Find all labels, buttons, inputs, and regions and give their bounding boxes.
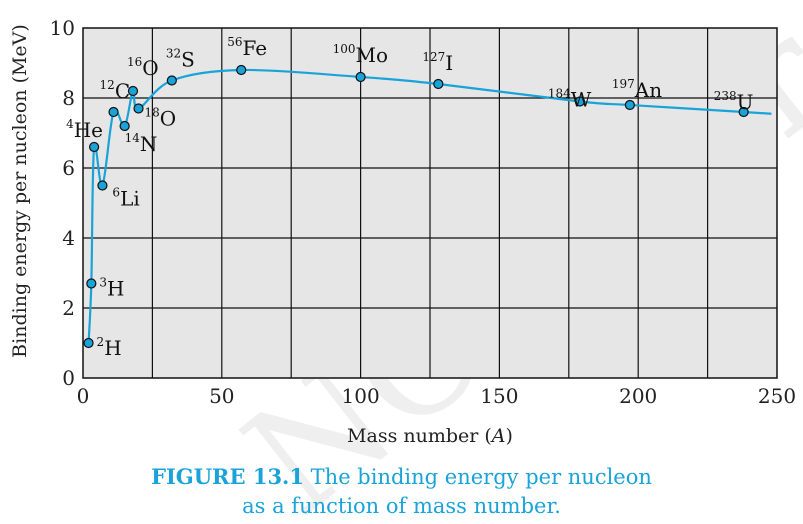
point-label-100mo: 100Mo bbox=[333, 42, 388, 67]
mass-superscript: 100 bbox=[333, 42, 356, 56]
y-tick-label: 10 bbox=[50, 16, 75, 40]
data-point-56fe bbox=[236, 64, 247, 76]
element-symbol: Li bbox=[120, 187, 140, 211]
data-point-238u bbox=[738, 106, 749, 118]
element-symbol: H bbox=[104, 336, 121, 360]
data-point-18o bbox=[133, 103, 144, 114]
data-point-6li bbox=[97, 180, 108, 191]
x-axis-title-suffix: ) bbox=[506, 425, 513, 447]
data-point-100mo bbox=[355, 71, 366, 83]
plot-frame bbox=[82, 27, 778, 379]
element-symbol: C bbox=[115, 79, 130, 103]
x-tick-label: 250 bbox=[758, 384, 796, 408]
x-tick-label: 100 bbox=[342, 384, 380, 408]
data-point-4he bbox=[89, 141, 100, 153]
y-tick-label: 0 bbox=[62, 366, 75, 390]
mass-superscript: 3 bbox=[99, 276, 107, 290]
element-symbol: W bbox=[571, 88, 592, 112]
element-symbol: An bbox=[634, 78, 662, 102]
point-label-184w: 184W bbox=[548, 87, 592, 112]
mass-superscript: 18 bbox=[145, 106, 160, 120]
element-symbol: O bbox=[142, 56, 158, 80]
x-axis-ticks: 0 50 100 150 200 250 bbox=[77, 384, 796, 408]
data-point-184w bbox=[574, 96, 586, 107]
element-symbol: Mo bbox=[356, 43, 389, 67]
y-axis-ticks: 0 2 4 6 8 10 bbox=[50, 16, 75, 390]
y-tick-label: 2 bbox=[62, 296, 75, 320]
element-symbol: He bbox=[74, 118, 103, 142]
element-symbol: N bbox=[140, 132, 158, 156]
mass-superscript: 184 bbox=[548, 87, 571, 101]
figure-label: FIGURE 13.1 bbox=[151, 464, 304, 489]
caption-text-1: The binding energy per nucleon bbox=[310, 465, 652, 489]
element-symbol: Fe bbox=[243, 36, 268, 60]
mass-superscript: 238 bbox=[714, 89, 737, 103]
x-axis-title-variable: A bbox=[490, 425, 506, 447]
x-tick-label: 150 bbox=[480, 384, 518, 408]
element-symbol: O bbox=[160, 107, 176, 131]
element-symbol: S bbox=[181, 48, 195, 72]
mass-superscript: 6 bbox=[112, 186, 120, 200]
x-axis-title: Mass number (A) bbox=[347, 425, 513, 447]
point-label-6li: 6Li bbox=[112, 186, 139, 211]
data-point-16o bbox=[127, 85, 139, 97]
point-label-2h: 2H bbox=[97, 335, 122, 360]
point-label-14n: 14N bbox=[125, 131, 158, 156]
mass-superscript: 16 bbox=[127, 55, 142, 69]
element-symbol: H bbox=[107, 277, 124, 301]
point-label-18o: 18O bbox=[145, 106, 177, 131]
point-label-12c: 12C bbox=[100, 78, 131, 103]
mass-superscript: 32 bbox=[166, 47, 181, 61]
data-point-14n bbox=[119, 120, 130, 132]
mass-superscript: 2 bbox=[97, 335, 105, 349]
caption-line-1: FIGURE 13.1 The binding energy per nucle… bbox=[0, 462, 803, 492]
point-label-56fe: 56Fe bbox=[227, 35, 267, 60]
point-label-16o: 16O bbox=[127, 55, 159, 80]
y-tick-label: 6 bbox=[62, 156, 75, 180]
mass-superscript: 56 bbox=[227, 35, 242, 49]
element-symbol: U bbox=[737, 90, 754, 114]
data-point-2h bbox=[83, 337, 94, 349]
point-label-238u: 238U bbox=[714, 89, 754, 114]
mass-superscript: 127 bbox=[422, 50, 445, 64]
data-points bbox=[83, 64, 749, 349]
mass-superscript: 197 bbox=[612, 77, 635, 91]
y-tick-label: 4 bbox=[62, 226, 75, 250]
y-axis-title: Binding energy per nucleon (MeV) bbox=[9, 24, 31, 358]
element-symbol: I bbox=[445, 51, 453, 75]
data-point-3h bbox=[86, 278, 97, 289]
point-label-3h: 3H bbox=[99, 276, 124, 301]
point-label-127i: 127I bbox=[422, 50, 453, 75]
x-tick-label: 200 bbox=[619, 384, 657, 408]
mass-superscript: 4 bbox=[66, 117, 74, 131]
x-tick-label: 0 bbox=[77, 384, 90, 408]
x-axis-title-prefix: Mass number ( bbox=[347, 425, 492, 447]
data-point-12c bbox=[108, 106, 119, 118]
y-tick-label: 8 bbox=[62, 86, 75, 110]
mass-superscript: 12 bbox=[100, 78, 115, 92]
x-tick-label: 50 bbox=[209, 384, 234, 408]
figure-caption: FIGURE 13.1 The binding energy per nucle… bbox=[0, 462, 803, 521]
point-label-197an: 197An bbox=[612, 77, 662, 102]
data-point-197an bbox=[624, 99, 635, 111]
data-point-32s bbox=[166, 75, 177, 86]
mass-superscript: 14 bbox=[125, 131, 141, 145]
point-label-32s: 32S bbox=[166, 47, 195, 72]
grid-lines bbox=[83, 28, 777, 378]
caption-line-2: as a function of mass number. bbox=[242, 494, 561, 518]
data-point-127i bbox=[433, 78, 444, 90]
point-label-4he: 4He bbox=[66, 117, 103, 142]
